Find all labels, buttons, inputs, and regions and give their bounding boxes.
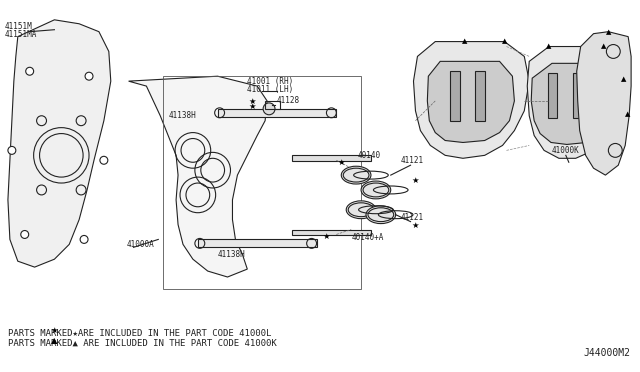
Text: 41001 (RH): 41001 (RH) [247,77,294,86]
Text: 41138H: 41138H [218,250,245,259]
Text: ▲: ▲ [601,44,606,49]
Polygon shape [577,32,631,175]
Text: ▲: ▲ [625,111,631,117]
Bar [475,71,484,121]
Text: 41121: 41121 [401,156,424,165]
Text: 41121: 41121 [401,213,424,222]
Text: ★: ★ [248,102,256,111]
Text: J44000M2: J44000M2 [584,348,630,358]
Polygon shape [8,20,111,267]
Circle shape [85,72,93,80]
Polygon shape [531,63,613,144]
Ellipse shape [361,181,391,199]
Ellipse shape [366,206,396,224]
Circle shape [100,156,108,164]
Text: 41128: 41128 [277,96,300,105]
Text: 41151MA: 41151MA [5,30,37,39]
Polygon shape [527,46,621,158]
Bar [548,73,557,118]
Text: 41000A: 41000A [127,240,154,249]
Polygon shape [129,76,267,277]
Circle shape [80,235,88,243]
Text: 41138H: 41138H [168,111,196,120]
Ellipse shape [341,166,371,184]
Text: ★: ★ [337,158,345,167]
Circle shape [263,103,275,115]
Text: ▲: ▲ [547,44,552,49]
Polygon shape [428,61,515,142]
Bar [450,71,460,121]
Text: ★: ★ [248,97,256,106]
Bar [573,73,582,118]
Bar [292,155,371,161]
Bar [292,230,371,235]
Text: ▲: ▲ [51,336,58,345]
Polygon shape [413,42,529,158]
Circle shape [20,231,29,238]
Text: ▲: ▲ [502,39,507,45]
Text: ★: ★ [51,326,58,336]
Text: ▲: ▲ [605,29,611,35]
Text: 41011 (LH): 41011 (LH) [247,84,294,93]
Text: ▲: ▲ [621,76,626,82]
Bar [198,240,317,247]
Text: 40140: 40140 [358,151,381,160]
Text: ★: ★ [412,221,419,230]
Text: ▲: ▲ [462,39,468,45]
Text: PARTS MARKED▲ ARE INCLUDED IN THE PART CODE 41000K: PARTS MARKED▲ ARE INCLUDED IN THE PART C… [8,339,276,348]
Circle shape [8,147,16,154]
Circle shape [26,67,34,75]
Text: PARTS MARKED★ARE INCLUDED IN THE PART CODE 41000L: PARTS MARKED★ARE INCLUDED IN THE PART CO… [8,329,271,338]
Bar [163,76,361,289]
Bar [593,73,602,118]
Text: 40140+A: 40140+A [351,233,383,242]
Bar [218,109,337,117]
Text: ★: ★ [323,232,330,241]
Ellipse shape [346,201,376,219]
Text: ★: ★ [412,176,419,185]
Text: 41151M: 41151M [5,22,33,31]
Bar [265,101,280,109]
Text: 41000K: 41000K [552,146,580,155]
